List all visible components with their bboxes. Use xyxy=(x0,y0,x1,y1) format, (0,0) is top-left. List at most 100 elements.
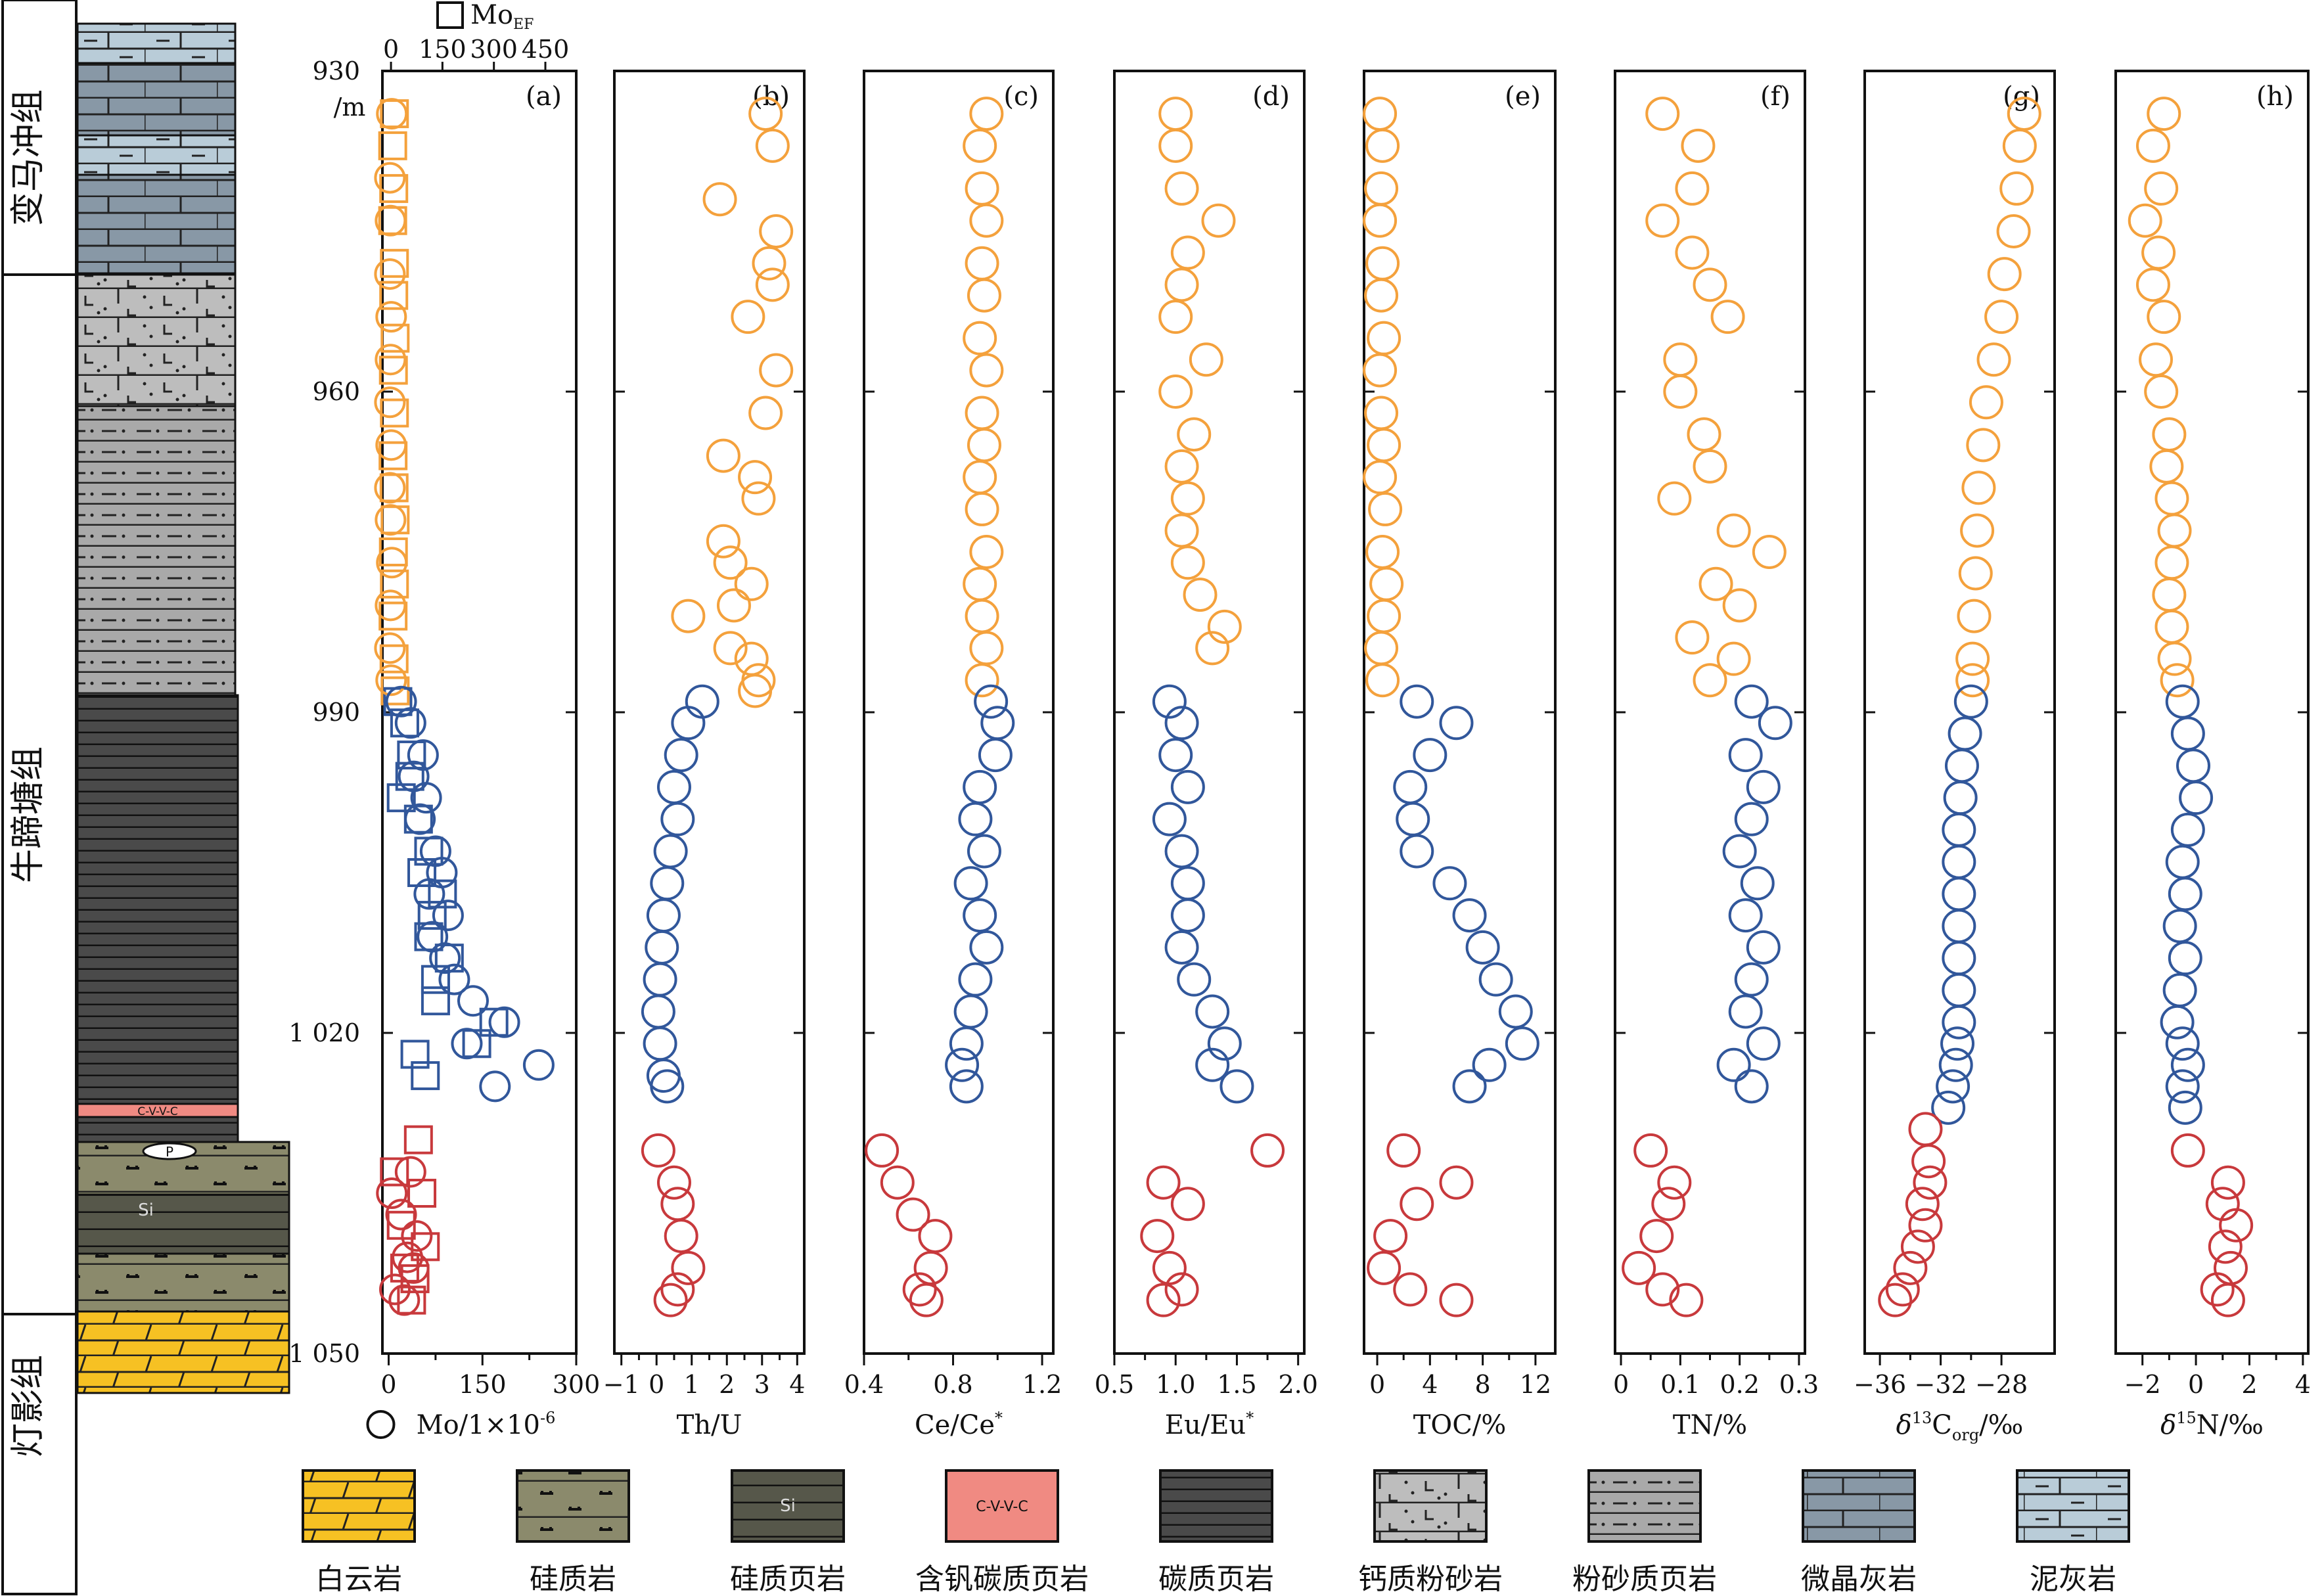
data-point xyxy=(1386,1133,1421,1168)
data-point xyxy=(671,706,706,741)
data-point xyxy=(2170,812,2205,847)
x-tick-label: −36 xyxy=(1854,1370,1906,1399)
data-point xyxy=(1746,769,1781,804)
data-point xyxy=(1364,631,1399,666)
data-point xyxy=(2135,128,2170,163)
data-point xyxy=(1645,203,1680,238)
data-point xyxy=(2128,203,2162,238)
data-point xyxy=(1675,171,1710,206)
data-point xyxy=(1716,513,1751,548)
data-point xyxy=(1365,246,1400,281)
data-point xyxy=(2168,1090,2202,1125)
mo-ef-point xyxy=(397,741,426,770)
data-point xyxy=(2144,171,2179,206)
data-point xyxy=(1953,684,1988,719)
mo-ef-point xyxy=(462,1029,491,1059)
layer-carb-shale xyxy=(76,694,239,1105)
data-point xyxy=(1943,781,1978,815)
data-point xyxy=(1170,235,1205,270)
data-point xyxy=(1367,428,1401,463)
legend-swatch xyxy=(2016,1469,2130,1543)
data-point xyxy=(2154,481,2189,516)
legend: 白云岩 硅质岩 Si 硅质页岩 C-V-V-C 含钒碳质页岩 碳质页岩 钙质粉砂岩 粉砂质页岩 微… xyxy=(302,1469,2130,1596)
mo-point xyxy=(376,1177,408,1209)
data-point xyxy=(748,396,783,430)
data-point xyxy=(660,802,695,836)
mo-ef-point xyxy=(428,879,457,909)
data-point xyxy=(1164,930,1199,965)
data-point xyxy=(978,738,1013,773)
data-point xyxy=(1164,513,1199,548)
data-point xyxy=(706,438,740,473)
legend-label: 碳质页岩 xyxy=(1158,1562,1274,1596)
data-point xyxy=(1957,599,1992,633)
lithology-column: 变马冲组 牛蹄塘组 灯影组 C-V-V-C Si P xyxy=(1,0,290,1595)
data-point xyxy=(1365,128,1400,163)
data-point xyxy=(880,1165,915,1200)
panel-label: (h) xyxy=(2256,81,2294,112)
mo-ef-point xyxy=(417,901,447,930)
mo-ef-point xyxy=(403,1125,433,1154)
x-tick-label: 0.1 xyxy=(1660,1370,1700,1399)
panel-label: (f) xyxy=(1760,81,1790,112)
panel-e: (e) 0 4 8 12 TOC/% xyxy=(1363,70,1557,1440)
data-point xyxy=(1722,834,1757,869)
x-tick-label: 150 xyxy=(459,1370,507,1399)
data-point xyxy=(755,128,790,163)
data-point xyxy=(969,631,1004,666)
x-tick-label: 0.5 xyxy=(1095,1370,1134,1399)
data-point xyxy=(1938,1047,1973,1082)
x-tick-label: 2.0 xyxy=(1278,1370,1317,1399)
data-point xyxy=(1158,738,1193,773)
x-tick-label: 0.4 xyxy=(844,1370,884,1399)
x-tick-label: 2 xyxy=(719,1370,735,1399)
data-point xyxy=(1363,353,1398,388)
data-point xyxy=(2179,781,2214,815)
data-point xyxy=(1177,962,1212,997)
data-point xyxy=(656,1165,691,1200)
mo-point xyxy=(413,878,445,910)
data-point xyxy=(1936,1069,1971,1104)
data-point xyxy=(1940,1026,1975,1061)
data-point xyxy=(980,706,1015,741)
data-point xyxy=(1996,214,2031,248)
data-point xyxy=(1146,1165,1181,1200)
data-point xyxy=(865,1133,900,1168)
data-point xyxy=(1170,866,1205,901)
mo-point xyxy=(374,472,406,504)
data-point xyxy=(2157,641,2192,676)
data-point xyxy=(1413,738,1447,773)
data-point xyxy=(2210,1283,2245,1317)
data-point xyxy=(902,1272,937,1307)
data-point xyxy=(706,524,740,559)
mo-ef-point xyxy=(378,601,408,631)
x-tick-label: 4 xyxy=(789,1370,805,1399)
data-point xyxy=(1966,428,2001,463)
legend-item-dolomite: 白云岩 xyxy=(302,1469,416,1596)
x-tick-label: 1.5 xyxy=(1217,1370,1256,1399)
data-point xyxy=(1195,1047,1230,1082)
x-axis-label: Th/U xyxy=(677,1410,742,1440)
data-point xyxy=(963,566,997,601)
depth-tick-label: 960 xyxy=(312,377,360,406)
x-tick-label: 2 xyxy=(2241,1370,2257,1399)
mo-point xyxy=(410,782,442,814)
data-point xyxy=(1363,97,1398,131)
data-point xyxy=(738,673,773,708)
formation-box-niutitang xyxy=(1,273,78,1315)
x-axis-label: δ15N/‰ xyxy=(2160,1409,2264,1440)
data-point xyxy=(1367,321,1401,355)
data-point xyxy=(958,802,993,836)
x-tick-label: −28 xyxy=(1975,1370,2028,1399)
x-tick-label: 1.2 xyxy=(1022,1370,1062,1399)
legend-label: 硅质页岩 xyxy=(730,1562,846,1596)
x-tick-label: 0.3 xyxy=(1779,1370,1819,1399)
data-point xyxy=(1158,128,1193,163)
data-point xyxy=(741,481,776,516)
mo-point xyxy=(401,1220,433,1252)
data-point xyxy=(1734,684,1769,719)
data-point xyxy=(1758,706,1792,741)
x-axis-label: TOC/% xyxy=(1413,1410,1507,1440)
mo-ef-point xyxy=(379,281,409,310)
x-tick-label: 4 xyxy=(2295,1370,2311,1399)
